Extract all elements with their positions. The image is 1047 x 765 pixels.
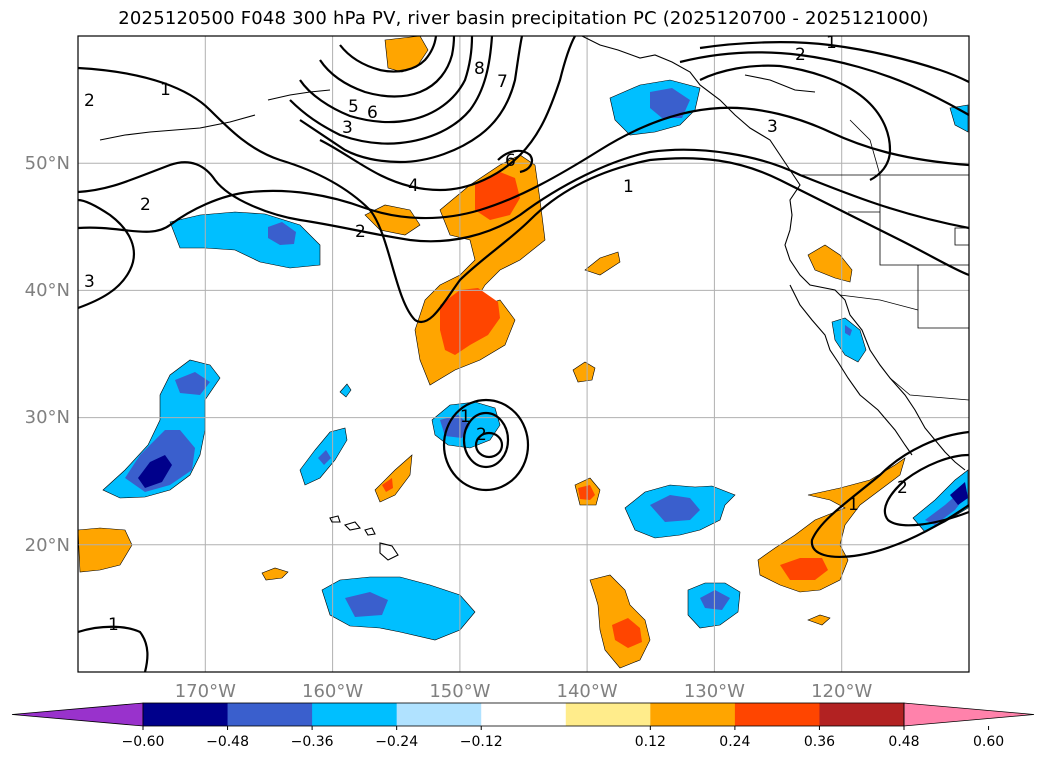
contour-label-2: 2 [355,222,366,242]
contour-label-3: 3 [84,272,95,292]
precip-positive-core [382,172,828,648]
longitude-labels: 170°W 160°W 150°W 140°W 130°W 120°W [175,681,873,702]
colorbar-bin [143,703,229,726]
colorbar-bin [227,703,313,726]
colorbar-bin [565,703,651,726]
contour-label-2: 2 [84,91,95,111]
contour-label-1: 1 [160,80,171,100]
colorbar-frame [142,702,905,727]
contour-label-1: 1 [848,495,859,515]
contour-label-2: 2 [897,478,908,498]
coastlines [99,36,966,561]
colorbar-tick-label: 0.12 [635,734,666,750]
contour-label-3: 3 [342,118,353,138]
colorbar-extend-low [11,702,144,727]
contour-label-2: 2 [795,45,806,65]
contour-label-4: 4 [408,176,419,196]
lat-label-40n: 40°N [25,280,70,301]
contour-label-1: 1 [826,33,837,53]
lat-label-20n: 20°N [25,535,70,556]
colorbar-bin [396,703,482,726]
pv-contour-labels: 2 1 2 3 2 3 5 6 4 8 7 6 1 3 2 1 1 2 1 2 … [84,33,908,635]
colorbar-bin [650,703,736,726]
lat-label-30n: 30°N [25,407,70,428]
lon-label-140w: 140°W [557,681,618,702]
colorbar-bin [734,703,820,726]
contour-label-5: 5 [348,97,359,117]
contour-label-8: 8 [474,59,485,79]
contour-label-1: 1 [623,177,634,197]
contour-label-2: 2 [476,425,487,445]
colorbar-extend-high [903,702,1035,727]
contour-label-1: 1 [108,615,119,635]
lon-label-130w: 130°W [684,681,745,702]
latitude-labels: 50°N 40°N 30°N 20°N [25,153,70,556]
colorbar-tick-label: 0.48 [888,734,919,750]
colorbar-tick-label: −0.12 [460,734,503,750]
lon-label-160w: 160°W [302,681,363,702]
colorbar-tick-label: 0.60 [973,734,1004,750]
contour-label-1: 1 [460,407,471,427]
colorbar-bin [481,703,567,726]
colorbar-tick-label: 0.36 [804,734,835,750]
colorbar: −0.60 −0.48 −0.36 −0.24 −0.12 0.12 0.24 0.36 0.4… [11,702,1035,750]
precip-negative-strong [138,455,968,505]
pv-contours [78,36,969,672]
colorbar-tick-label: −0.36 [291,734,334,750]
colorbar-tick-label: −0.24 [375,734,418,750]
colorbar-bin [819,703,905,726]
lon-label-150w: 150°W [429,681,490,702]
colorbar-bin [312,703,398,726]
colorbar-tick-label: 0.24 [719,734,750,750]
map-title: 2025120500 F048 300 hPa PV, river basin … [118,8,929,29]
contour-label-2: 2 [140,195,151,215]
map-content: 2 1 2 3 2 3 5 6 4 8 7 6 1 3 2 1 1 2 1 2 … [78,33,969,672]
contour-label-6: 6 [505,151,516,171]
lon-label-170w: 170°W [175,681,236,702]
lat-label-50n: 50°N [25,153,70,174]
map-frame [77,35,970,673]
lon-label-120w: 120°W [811,681,872,702]
colorbar-tick-label: −0.48 [206,734,249,750]
contour-label-3: 3 [767,117,778,137]
contour-label-7: 7 [497,72,508,92]
colorbar-tick-label: −0.60 [122,734,165,750]
contour-label-6: 6 [367,103,378,123]
